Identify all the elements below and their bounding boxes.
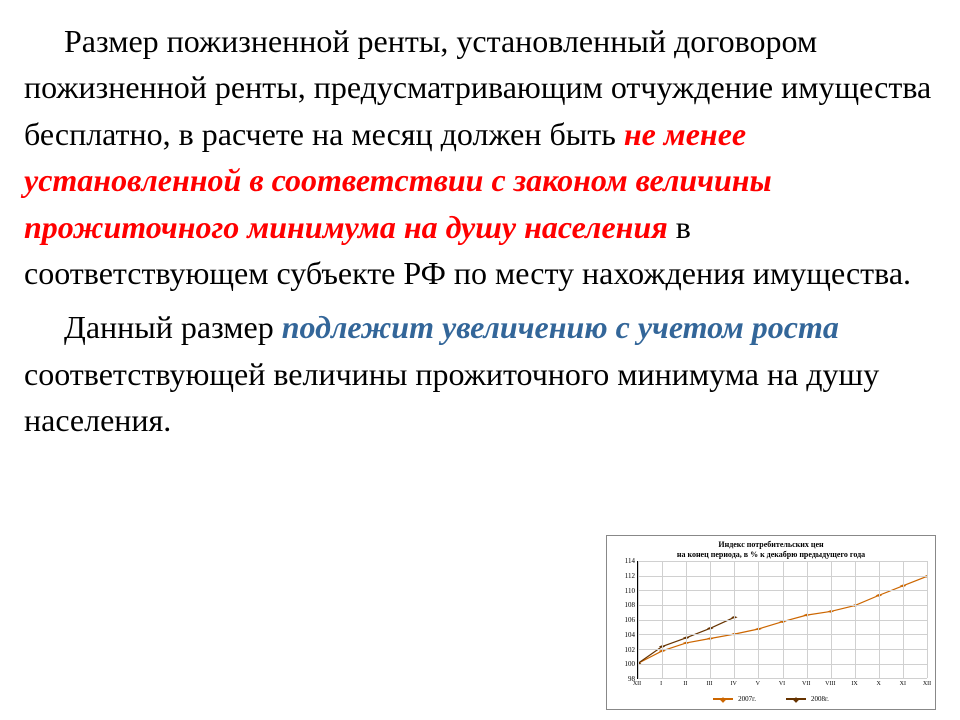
chart-plot-area: 98100102104106108110112114 <box>637 561 927 679</box>
slide-content: Размер пожизненной ренты, установленный … <box>0 0 960 444</box>
x-tick-label: XII <box>633 681 641 687</box>
x-tick-label: V <box>756 681 760 687</box>
x-tick-label: XI <box>900 681 906 687</box>
paragraph-1: Размер пожизненной ренты, установленный … <box>24 18 936 296</box>
x-tick-label: III <box>707 681 713 687</box>
chart-title-line2: на конец периода, в % к декабрю предыдущ… <box>677 550 865 559</box>
y-tick-label: 108 <box>625 601 636 609</box>
legend-item: 2007г. <box>713 695 756 703</box>
x-tick-label: VIII <box>825 681 835 687</box>
legend-item: 2008г. <box>786 695 829 703</box>
p1-text-1: Размер пожизненной ренты, установленный … <box>24 23 931 152</box>
chart-title-line1: Индекс потребительских цен <box>718 540 823 549</box>
x-tick-label: X <box>876 681 880 687</box>
p2-blue-emphasis: подлежит увеличению с учетом роста <box>282 309 839 345</box>
y-tick-label: 104 <box>625 631 636 639</box>
x-tick-label: IV <box>730 681 736 687</box>
chart-plot <box>637 561 927 679</box>
x-tick-label: I <box>660 681 662 687</box>
chart-title: Индекс потребительских цен на конец пери… <box>607 536 935 561</box>
chart-x-axis: XIIIIIIIIIVVVIVIIVIIIIXXXIXII <box>637 679 927 691</box>
y-tick-label: 114 <box>625 557 635 565</box>
paragraph-2: Данный размер подлежит увеличению с учет… <box>24 304 936 443</box>
chart-legend: 2007г. 2008г. <box>607 695 935 703</box>
y-tick-label: 100 <box>625 660 636 668</box>
y-tick-label: 112 <box>625 572 635 580</box>
cpi-chart: Индекс потребительских цен на конец пери… <box>606 535 936 710</box>
y-tick-label: 106 <box>625 616 636 624</box>
x-tick-label: VI <box>779 681 785 687</box>
x-tick-label: IX <box>851 681 857 687</box>
y-tick-label: 110 <box>625 587 635 595</box>
x-tick-label: II <box>683 681 687 687</box>
y-tick-label: 102 <box>625 646 636 654</box>
chart-y-axis: 98100102104106108110112114 <box>611 561 635 679</box>
x-tick-label: XII <box>923 681 931 687</box>
x-tick-label: VII <box>802 681 810 687</box>
p2-text-2: соответствующей величины прожиточного ми… <box>24 356 879 438</box>
p2-text-1: Данный размер <box>64 309 282 345</box>
